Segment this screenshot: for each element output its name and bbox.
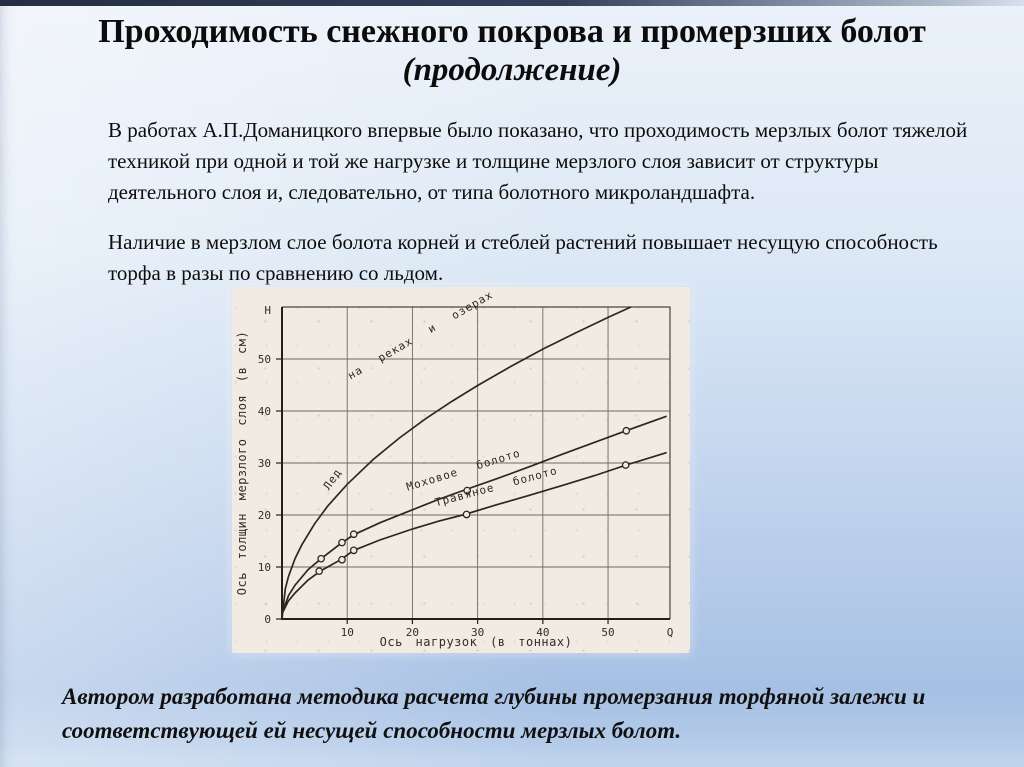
chart-ticklabel: 50 [601, 626, 614, 639]
chart-axistitle: Ось толщин мерзлого слоя (в см) [235, 331, 249, 595]
chart-ticklabel: 50 [258, 353, 271, 366]
paragraph-line: Наличие в мерзлом слое болота корней и с… [108, 230, 938, 254]
chart-ticklabel: 20 [258, 509, 271, 522]
chart-ticklabel: 20 [406, 626, 419, 639]
chart-curvelabel: на реках и озерах [345, 288, 495, 382]
paragraph-line: В работах А.П.Доманицкого впервые было п… [108, 118, 968, 142]
chart-marker [317, 554, 325, 563]
chart-marker [349, 530, 358, 539]
chart-marker [463, 486, 472, 495]
chart-ticklabel: 10 [258, 561, 271, 574]
paragraph-domanitsky: В работах А.П.Доманицкого впервые было п… [108, 115, 1008, 208]
paragraph-line: торфа в разы по сравнению со льдом. [108, 261, 444, 285]
paragraph-line: деятельного слоя и, следовательно, от ти… [108, 180, 756, 204]
chart-marker [349, 546, 358, 555]
title-line1: Проходимость снежного покрова и промерзш… [98, 13, 926, 50]
chart-marker [315, 567, 324, 576]
chart-marker [338, 538, 346, 547]
chart-marker [338, 555, 346, 564]
chart-ticklabel: 40 [258, 405, 271, 418]
chart-marker [622, 426, 631, 435]
paragraph-line: техникой при одной и той же нагрузке и т… [108, 149, 879, 173]
chart-curve [281, 451, 667, 615]
footer-line: соответствующей ей несущей способности м… [62, 718, 682, 743]
chart-ticklabel: 0 [264, 613, 271, 626]
chart-marker [621, 461, 630, 469]
page-title: Проходимость снежного покрова и промерзш… [0, 13, 1024, 89]
paragraph-bearing-capacity: Наличие в мерзлом слое болота корней и с… [108, 227, 1008, 289]
chart-marker [462, 510, 471, 519]
title-line2: (продолжение) [402, 52, 622, 88]
top-edge-strip [0, 0, 1024, 6]
chart-curvelabel: Лед [321, 466, 345, 492]
chart-ticklabel: 30 [471, 626, 484, 639]
chart-ticklabel: Q [667, 626, 674, 639]
frozen-layer-thickness-vs-load-chart: 0 10 20 30 40 50 10 20 30 40 50 Н Q Ось нагрузок (в т… [235, 288, 674, 649]
chart-curve [281, 306, 632, 620]
chart-ticklabel: 30 [258, 457, 271, 470]
chart-frame [282, 306, 671, 619]
chart-ticklabel: 10 [341, 626, 354, 639]
footer-note: Автором разработана методика расчета глу… [62, 680, 992, 748]
chart-axistitle: Ось нагрузок (в тоннах) [380, 635, 573, 649]
chart-figure: 0 10 20 30 40 50 10 20 30 40 50 Н Q Ось нагрузок (в т… [232, 287, 690, 653]
chart-ticklabel: Н [264, 304, 271, 317]
chart-ticklabel: 40 [536, 626, 549, 639]
footer-line: Автором разработана методика расчета глу… [62, 684, 926, 709]
chart-curve [281, 415, 667, 615]
